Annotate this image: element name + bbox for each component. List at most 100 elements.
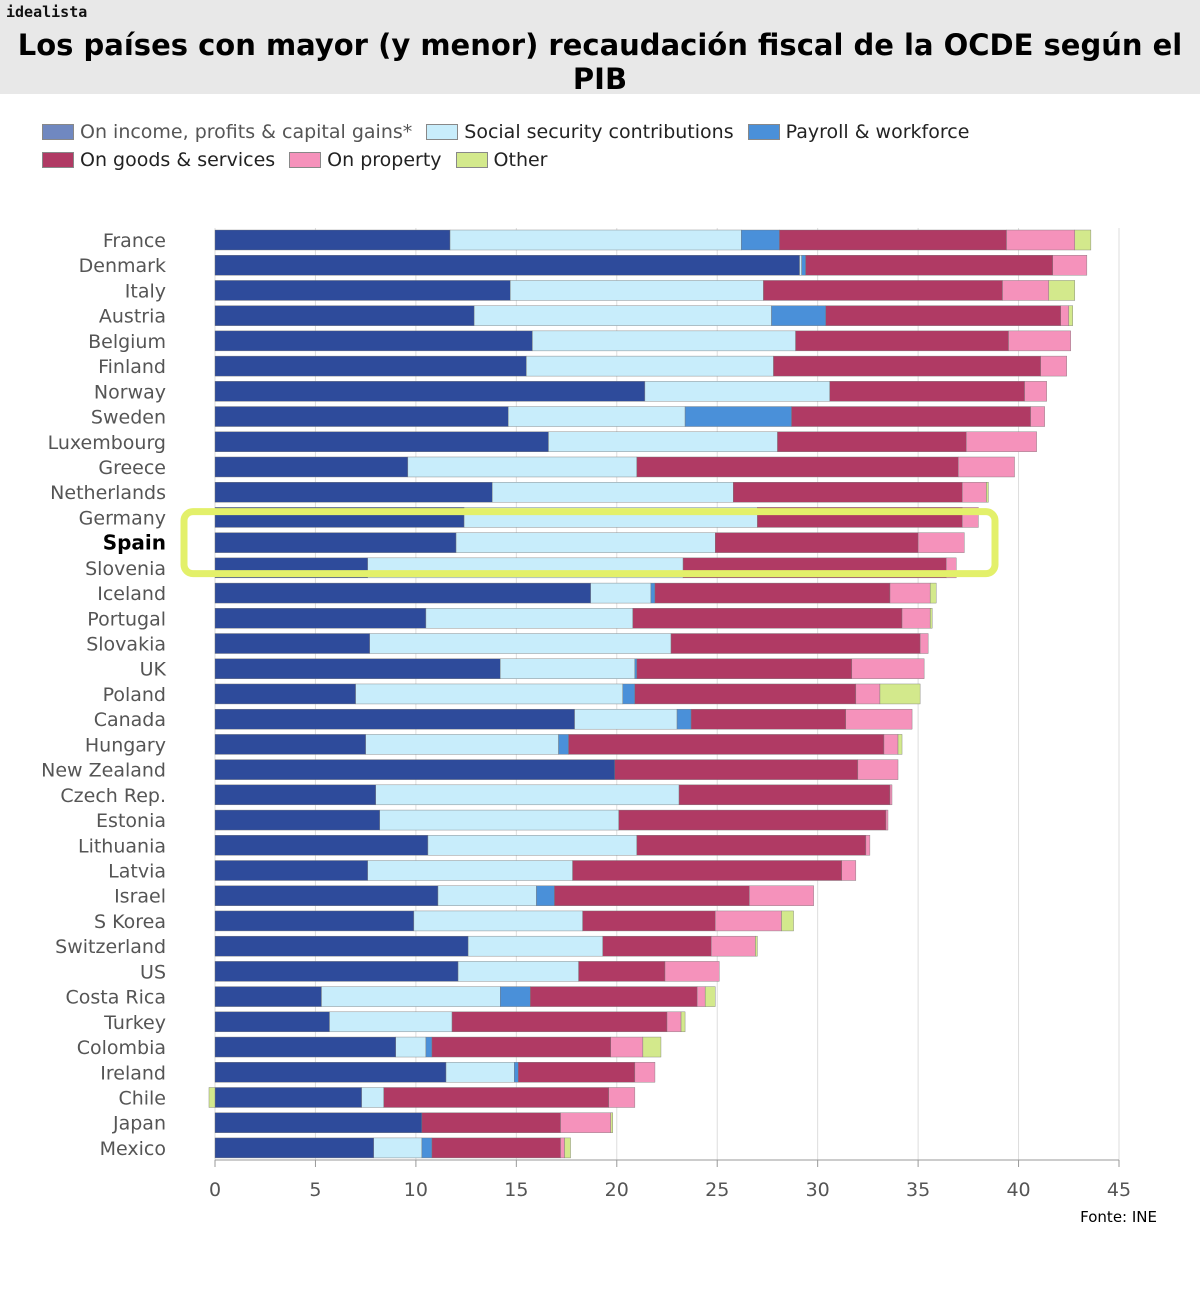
bar-segment <box>805 255 1053 276</box>
legend-item-other: Other <box>455 149 548 171</box>
legend-item-payroll: Payroll & workforce <box>747 121 970 143</box>
bar-segment <box>715 532 919 553</box>
category-label: Finland <box>98 356 166 378</box>
bar-segment <box>214 1062 447 1083</box>
bar-segment <box>1006 229 1076 251</box>
bar-segment <box>361 1087 384 1108</box>
category-label: Slovakia <box>86 634 166 656</box>
bar-segment <box>644 381 830 402</box>
legend-swatch <box>289 152 322 168</box>
bar-segment <box>801 255 806 276</box>
bar-segment <box>636 835 867 856</box>
bar-segment <box>829 381 1025 402</box>
bar-segment <box>741 229 780 251</box>
category-label: Lithuania <box>78 835 166 857</box>
bar-segment <box>214 1137 374 1159</box>
bar-segment <box>634 658 638 679</box>
bar-segment <box>602 935 712 957</box>
bar-segment <box>214 330 533 352</box>
bar-segment <box>929 582 937 604</box>
category-label: Costa Rica <box>66 987 167 1009</box>
bar-segment <box>825 305 1061 326</box>
bar-segment <box>492 482 734 503</box>
bar-segment <box>929 608 933 629</box>
bar-segment <box>857 759 899 780</box>
bar-segment <box>536 885 555 906</box>
bar-segment <box>636 658 853 679</box>
category-label: UK <box>140 659 167 681</box>
bar-segment <box>799 255 802 276</box>
bar-segment <box>548 431 778 452</box>
bar-segment <box>795 330 1009 352</box>
bar-segment <box>568 734 885 755</box>
bar-segment <box>642 1036 662 1058</box>
x-tick-label: 35 <box>906 1179 930 1201</box>
bar-segment <box>1040 355 1067 377</box>
bar-segment <box>214 381 646 402</box>
bar-segment <box>634 683 857 705</box>
bar-segment <box>214 582 591 604</box>
bar-segment <box>214 431 549 452</box>
bar-segment <box>214 1011 330 1033</box>
bar-segment <box>777 431 967 452</box>
bar-segment <box>773 355 1041 377</box>
legend-item-social-security: Social security contributions <box>426 121 734 143</box>
bar-segment <box>425 608 634 629</box>
bar-segment <box>889 582 931 604</box>
legend-label: Payroll & workforce <box>785 121 970 143</box>
legend-item-goods: On goods & services <box>42 149 275 171</box>
category-label: Greece <box>98 457 166 479</box>
bar-segment <box>1024 381 1047 402</box>
bar-segment <box>214 784 376 806</box>
bar-segment <box>214 280 511 301</box>
bar-segment <box>214 708 575 730</box>
bar-segment <box>680 1011 686 1033</box>
bar-segment <box>1060 305 1069 326</box>
bar-segment <box>214 229 451 251</box>
bar-segment <box>610 1036 644 1058</box>
bar-segment <box>421 1137 433 1159</box>
bar-segment <box>373 1137 423 1159</box>
category-label: Spain <box>103 531 166 555</box>
bar-segment <box>514 1062 519 1083</box>
bar-segment <box>771 305 826 326</box>
bar-segment <box>214 961 459 982</box>
legend-swatch <box>455 152 488 168</box>
bar-segment <box>883 734 899 755</box>
bar-segment <box>449 229 742 251</box>
category-label: Japan <box>112 1113 166 1135</box>
bar-segment <box>618 809 887 831</box>
bar-segment <box>532 330 796 352</box>
category-label: Latvia <box>108 861 166 883</box>
bar-segment <box>500 658 636 679</box>
bar-segment <box>526 355 774 377</box>
category-label: Ireland <box>100 1062 166 1084</box>
bar-segment <box>865 835 871 856</box>
category-label: Iceland <box>97 583 166 605</box>
category-label: Switzerland <box>55 936 166 958</box>
bar-segment <box>966 431 1037 452</box>
bar-segment <box>632 608 903 629</box>
bar-segment <box>413 910 583 932</box>
bar-segment <box>508 406 686 427</box>
bar-segment <box>321 986 501 1007</box>
bar-segment <box>897 734 903 755</box>
bar-segment <box>214 1112 423 1133</box>
bar-segment <box>986 482 989 503</box>
bar-segment <box>715 910 782 932</box>
bar-segment <box>879 683 921 705</box>
category-label: Austria <box>99 306 166 328</box>
bar-segment <box>369 633 672 654</box>
bar-segment <box>614 759 859 780</box>
bar-segment <box>214 532 457 553</box>
bar-segment <box>214 456 409 478</box>
bar-segment <box>395 1036 427 1058</box>
category-label: Colombia <box>77 1037 166 1059</box>
bar-segment <box>733 482 963 503</box>
bar-segment <box>214 658 501 679</box>
bar-segment <box>554 885 750 906</box>
legend-item-income: On income, profits & capital gains* <box>42 121 412 143</box>
bar-segment <box>457 961 579 982</box>
bar-segment <box>214 1087 362 1108</box>
legend: On income, profits & capital gains* Soci… <box>42 118 969 174</box>
